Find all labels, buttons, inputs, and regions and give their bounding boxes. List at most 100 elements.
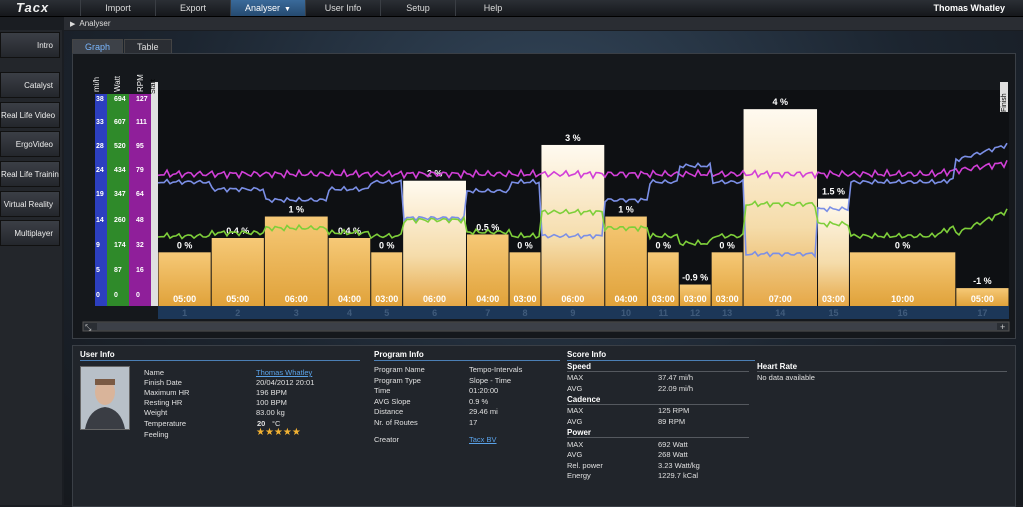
sidebar-item-catalyst[interactable]: Catalyst bbox=[0, 72, 60, 98]
score-label: Rel. power bbox=[567, 461, 603, 470]
program-info-label: AVG Slope bbox=[374, 397, 411, 406]
segment-slope-label: 4 % bbox=[773, 97, 789, 107]
rpm-tick-label: 32 bbox=[136, 242, 144, 249]
user-info-label: Maximum HR bbox=[144, 388, 190, 397]
scrollbar-thumb bbox=[97, 323, 997, 330]
power-tick-label: 434 bbox=[114, 167, 126, 174]
user-info-label: Temperature bbox=[144, 419, 187, 428]
segment-time-label: 03:00 bbox=[513, 294, 536, 304]
menu-analyser[interactable]: Analyser ▼ bbox=[230, 0, 305, 16]
segment-slope-label: 0.4 % bbox=[338, 226, 361, 236]
tacx-logo: Tacx bbox=[16, 0, 50, 15]
segment-slope-label: 1 % bbox=[618, 205, 634, 215]
divider bbox=[567, 371, 749, 372]
menu-help[interactable]: Help bbox=[455, 0, 530, 16]
rpm-tick-label: 79 bbox=[136, 167, 144, 174]
sidebar-item-real-life-training[interactable]: Real Life Training bbox=[0, 161, 60, 187]
menu-import[interactable]: Import bbox=[80, 0, 155, 16]
user-info-divider bbox=[80, 360, 360, 361]
segment-bar bbox=[509, 252, 541, 306]
finish-date-value: 20/04/2012 20:01 bbox=[256, 378, 315, 387]
segment-bar bbox=[211, 238, 264, 306]
sidebar-item-multiplayer[interactable]: Multiplayer bbox=[0, 220, 60, 246]
speed-tick-label: 38 bbox=[96, 96, 104, 103]
power-tick-label: 0 bbox=[114, 292, 118, 299]
sidebar-item-virtual-reality[interactable]: Virtual Reality bbox=[0, 191, 60, 217]
segment-time-label: 03:00 bbox=[375, 294, 398, 304]
segment-bar bbox=[956, 288, 1009, 306]
user-info-label: Name bbox=[144, 368, 165, 377]
routes-value: 17 bbox=[469, 418, 478, 427]
sidebar-item-intro[interactable]: Intro bbox=[0, 32, 60, 58]
segment-bar bbox=[849, 252, 956, 306]
finish-marker-label: Finish bbox=[1001, 93, 1008, 112]
segment-slope-label: 0 % bbox=[379, 240, 395, 250]
heart-rate-divider bbox=[757, 371, 1007, 372]
speed-tick-label: 33 bbox=[96, 119, 104, 126]
analyser-main: Graph Table Start Finish mi/h Watt RPM 0 5 9 14 1… bbox=[64, 31, 1023, 507]
speed-tick-label: 0 bbox=[96, 292, 100, 299]
energy-value: 1229.7 kCal bbox=[658, 471, 699, 480]
creator-link[interactable]: Tacx BV bbox=[469, 435, 497, 444]
speed-group-title: Speed bbox=[567, 362, 592, 371]
user-info-label: Resting HR bbox=[144, 398, 183, 407]
sidebar-item-real-life-video[interactable]: Real Life Video bbox=[0, 102, 60, 128]
segment-bar bbox=[711, 252, 743, 306]
power-max-value: 692 Watt bbox=[658, 440, 688, 449]
segment-slope-label: 0 % bbox=[895, 240, 911, 250]
rpm-tick-label: 64 bbox=[136, 191, 144, 198]
segment-slope-label: -0.9 % bbox=[682, 273, 708, 283]
speed-axis-label: mi/h bbox=[92, 77, 101, 92]
rpm-tick-label: 127 bbox=[136, 96, 148, 103]
power-tick-label: 694 bbox=[114, 96, 126, 103]
segment-time-label: 04:00 bbox=[615, 294, 638, 304]
user-name: Thomas Whatley bbox=[933, 3, 1005, 13]
menu-setup[interactable]: Setup bbox=[380, 0, 455, 16]
info-panel: User Info Name Thomas Whatley Finish Dat… bbox=[72, 345, 1016, 507]
segment-slope-label: 0 % bbox=[719, 240, 735, 250]
power-line bbox=[157, 200, 1008, 247]
score-label: MAX bbox=[567, 373, 584, 382]
speed-tick-label: 19 bbox=[96, 191, 104, 198]
segment-bar bbox=[158, 252, 211, 306]
zoom-reset-icon: ⤡ bbox=[85, 323, 92, 332]
segment-slope-label: 0.4 % bbox=[226, 226, 249, 236]
user-info-title: User Info bbox=[80, 350, 115, 359]
speed-line bbox=[157, 142, 1008, 259]
power-tick-label: 87 bbox=[114, 267, 122, 274]
divider bbox=[567, 404, 749, 405]
rpm-axis-bar bbox=[129, 94, 151, 306]
segment-slope-label: 3 % bbox=[565, 133, 581, 143]
segment-time-label: 06:00 bbox=[561, 294, 584, 304]
rpm-tick-label: 95 bbox=[136, 143, 144, 150]
program-info-divider bbox=[374, 360, 560, 361]
sidebar-item-ergovideo[interactable]: ErgoVideo bbox=[0, 131, 60, 157]
cadence-max-value: 125 RPM bbox=[658, 406, 690, 415]
user-info-label: Weight bbox=[144, 408, 168, 417]
segment-time-label: 03:00 bbox=[652, 294, 675, 304]
segment-time-label: 03:00 bbox=[822, 294, 845, 304]
cadence-avg-value: 89 RPM bbox=[658, 417, 686, 426]
avatar bbox=[80, 366, 130, 430]
segment-bar bbox=[328, 238, 371, 306]
segment-bar bbox=[371, 252, 403, 306]
segment-time-label: 05:00 bbox=[971, 294, 994, 304]
temperature-value[interactable]: 20 bbox=[257, 419, 266, 428]
program-info-label: Program Type bbox=[374, 376, 421, 385]
segment-time-label: 06:00 bbox=[285, 294, 308, 304]
segment-bar bbox=[466, 234, 509, 306]
menu-user-info[interactable]: User Info bbox=[305, 0, 380, 16]
cadence-group-title: Cadence bbox=[567, 395, 601, 404]
feeling-stars[interactable]: ★★★★★ bbox=[256, 427, 301, 438]
score-label: AVG bbox=[567, 417, 583, 426]
menu-analyser-label: Analyser bbox=[245, 3, 281, 13]
zoom-in-icon: + bbox=[1000, 322, 1005, 332]
speed-axis-bar bbox=[95, 94, 107, 306]
menu-export[interactable]: Export bbox=[155, 0, 230, 16]
segment-bar bbox=[743, 109, 818, 306]
segment-bar bbox=[679, 284, 711, 306]
segment-time-label: 03:00 bbox=[684, 294, 707, 304]
score-info-title: Score Info bbox=[567, 350, 607, 359]
segment-slope-label: 0 % bbox=[656, 240, 672, 250]
user-name-link[interactable]: Thomas Whatley bbox=[256, 368, 313, 377]
